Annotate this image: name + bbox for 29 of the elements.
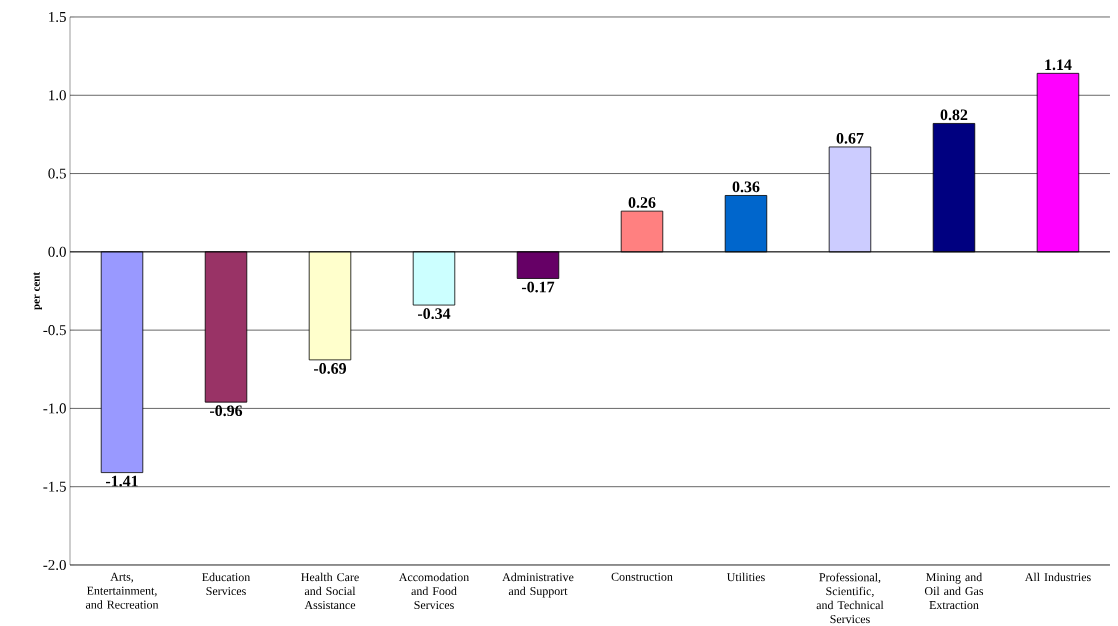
- y-axis-title: per cent: [33, 272, 42, 310]
- x-tick-label: Mining and Oil and Gas Extraction: [924, 572, 984, 610]
- y-tick-label: 1.0: [49, 90, 66, 101]
- data-label: -0.69: [313, 363, 347, 374]
- y-tick-label: -2.0: [43, 559, 66, 571]
- x-tick-label: Administrative and Support: [502, 572, 574, 598]
- y-tick-label: -1.5: [43, 481, 66, 492]
- y-tick-label: -0.5: [43, 325, 66, 336]
- x-tick-label: Construction: [611, 572, 673, 581]
- data-label: -0.34: [417, 308, 451, 320]
- y-tick-label: 0.0: [48, 246, 66, 257]
- data-label: 0.36: [732, 181, 760, 193]
- data-label: -0.17: [521, 281, 555, 293]
- y-tick-label: -1.0: [43, 403, 66, 414]
- x-tick-label: Professional, Scientific, and Technical Services: [816, 572, 884, 624]
- x-tick-label: Education Services: [202, 572, 251, 596]
- x-tick-label: Health Care and Social Assistance: [301, 572, 359, 610]
- data-label: 1.14: [1045, 59, 1072, 71]
- data-label: -0.96: [209, 405, 243, 417]
- data-label: -1.41: [105, 475, 138, 487]
- data-label: 0.26: [628, 197, 656, 208]
- data-label: 0.82: [940, 109, 968, 121]
- x-tick-label: Accomodation and Food Services: [398, 572, 470, 610]
- y-tick-label: 0.5: [48, 168, 66, 179]
- x-tick-label: Utilities: [726, 572, 765, 582]
- data-label: 0.67: [836, 132, 864, 144]
- x-tick-label: Arts, Entertainment, and Recreation: [85, 572, 159, 609]
- x-tick-label: All Industries: [1024, 572, 1091, 582]
- y-tick-label: 1.5: [49, 11, 66, 23]
